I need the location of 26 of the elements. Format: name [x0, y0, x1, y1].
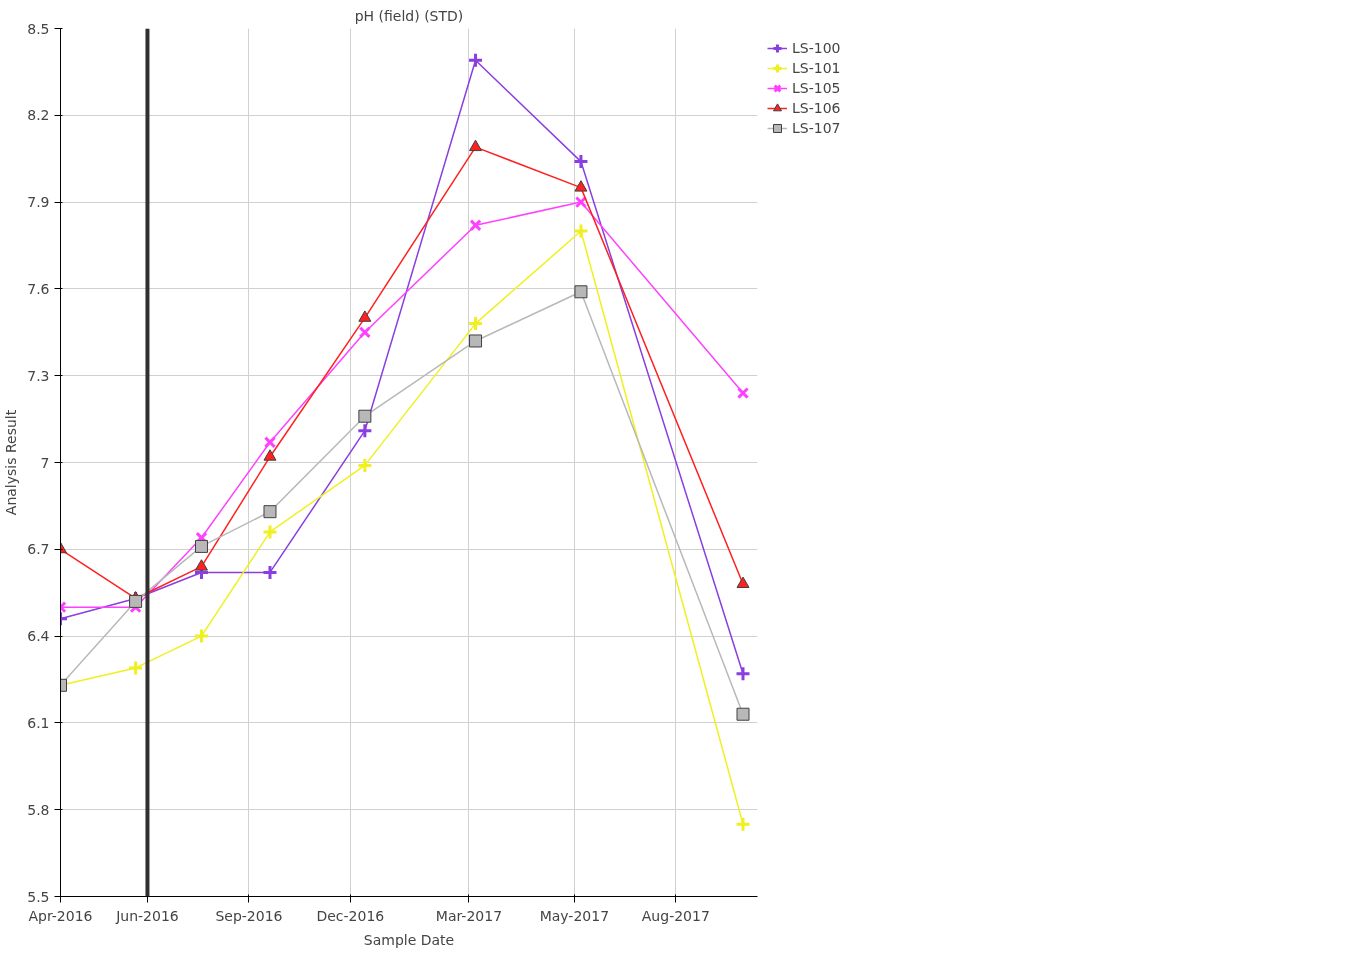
x-tick-label: Dec-2016 — [316, 907, 385, 924]
chart-title: pH (field) (STD) — [354, 7, 464, 24]
y-tick-label: 6.1 — [27, 714, 50, 731]
legend-label: LS-107 — [792, 119, 841, 138]
y-tick-label: 6.4 — [27, 628, 50, 645]
legend-label: LS-101 — [792, 59, 841, 78]
x-tick-label: Jun-2016 — [115, 907, 179, 924]
y-tick-label: 7.9 — [27, 194, 50, 211]
x-axis-title: Sample Date — [363, 931, 455, 948]
y-tick-label: 8.5 — [27, 20, 50, 37]
x-tick-label: Aug-2017 — [641, 907, 710, 924]
y-tick-label: 7.6 — [27, 280, 50, 297]
y-tick-label: 7.3 — [27, 367, 50, 384]
x-tick-label: Sep-2016 — [215, 907, 283, 924]
y-tick-label: 5.5 — [27, 888, 50, 905]
y-tick-label: 8.2 — [27, 107, 50, 124]
x-tick-label: May-2017 — [539, 907, 610, 924]
y-tick-label: 5.8 — [27, 801, 50, 818]
y-tick-label: 6.7 — [27, 541, 50, 558]
y-tick-label: 7 — [40, 454, 50, 471]
y-axis-title: Analysis Result — [3, 409, 20, 516]
legend-label: LS-100 — [792, 39, 841, 58]
x-tick-label: Apr-2016 — [28, 907, 93, 924]
legend-label: LS-105 — [792, 79, 841, 98]
x-tick-label: Mar-2017 — [435, 907, 503, 924]
legend-label: LS-106 — [792, 99, 841, 118]
